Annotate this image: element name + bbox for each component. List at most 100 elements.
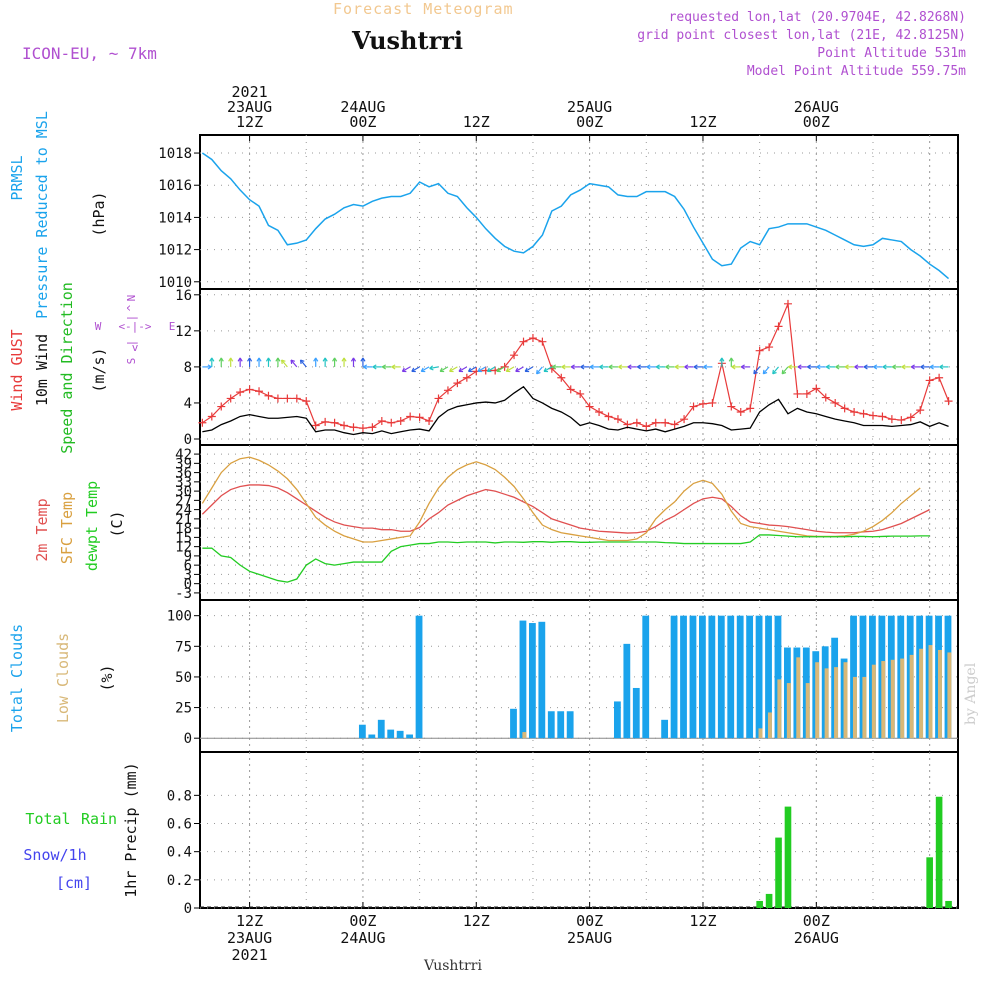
top-time-label: 12Z <box>236 113 263 131</box>
bottom-time-label: 23AUG <box>227 929 272 947</box>
gust-marker <box>264 391 273 400</box>
wind-arrow-head <box>731 364 736 370</box>
gust-marker <box>462 373 471 382</box>
y-tick-label: 12 <box>175 324 192 340</box>
total-cloud-bar <box>717 615 725 739</box>
low-cloud-bar <box>777 679 782 739</box>
wind-direction-arrow <box>420 366 430 372</box>
wind-arrow-head <box>524 367 530 373</box>
wind-arrow-head <box>322 357 328 362</box>
top-time-label: 12Z <box>689 113 716 131</box>
bottom-time-label: 12Z <box>236 912 263 930</box>
wind-arrow-head <box>265 357 272 362</box>
y-tick-label: 39 <box>175 456 192 472</box>
gust-marker <box>727 402 736 411</box>
wind-arrow-head <box>599 364 604 370</box>
gust-marker <box>349 423 358 432</box>
total-cloud-bar <box>377 719 385 739</box>
wind-arrow-head <box>218 357 224 362</box>
wind-arrow-head <box>892 364 897 370</box>
total-cloud-bar <box>736 615 744 739</box>
model-label: ICON-EU, ~ 7km <box>22 44 157 63</box>
total-clouds-label: Total Clouds <box>8 624 26 732</box>
gust-marker <box>831 398 840 407</box>
total-cloud-bar <box>396 730 404 739</box>
precip-snow-unit: [cm] <box>56 874 92 892</box>
wind-arrow-head <box>740 364 745 370</box>
requested-location: requested lon,lat (20.9704E, 42.8268N) <box>668 10 966 25</box>
footer-location: Vushtrri <box>424 958 482 974</box>
wind-direction-arrow <box>439 366 449 372</box>
wind-direction-arrow <box>402 366 411 372</box>
gust-marker <box>585 402 594 411</box>
gust-marker <box>793 389 802 398</box>
gust-marker <box>236 388 245 397</box>
total-cloud-bar <box>850 615 857 739</box>
y-tick-label: 42 <box>175 447 192 463</box>
y-tick-label: 0.6 <box>167 817 192 833</box>
low-cloud-bar <box>900 658 905 739</box>
gust-marker <box>651 418 660 427</box>
wind-direction-arrow <box>505 366 515 372</box>
gust-marker <box>557 373 566 382</box>
model-altitude: Model Point Altitude 559.75m <box>746 64 966 79</box>
low-cloud-bar <box>796 657 801 739</box>
wind-arrow-head <box>816 364 821 370</box>
y-tick-label: 33 <box>175 475 192 491</box>
panel-wind: 0 4 8 12 16 <box>175 288 959 448</box>
bottom-time-label: 00Z <box>576 912 603 930</box>
gust-marker <box>935 373 944 382</box>
gust-marker <box>358 424 367 433</box>
wind-arrow-head <box>882 364 887 370</box>
bottom-time-label: 00Z <box>803 912 830 930</box>
total-cloud-bar <box>661 719 669 739</box>
wind-arrow-head <box>237 357 243 362</box>
total-cloud-bar <box>765 615 772 739</box>
wind-arrow-head <box>844 364 849 370</box>
wind-arrow-head <box>543 367 549 373</box>
wind-arrow-head <box>280 359 286 365</box>
gust-marker <box>198 418 207 427</box>
bottom-time-label: 25AUG <box>567 929 612 947</box>
top-time-label: 26AUG <box>794 98 839 116</box>
key-s: S <box>125 358 138 365</box>
gust-marker <box>783 299 792 308</box>
wind-arrow-head <box>762 369 768 375</box>
gust-marker <box>340 421 349 430</box>
y-tick-label: 3 <box>184 567 192 583</box>
wind-arrow-head <box>299 359 305 365</box>
top-time-label: 2021 <box>232 83 268 101</box>
low-cloud-bar <box>947 652 952 739</box>
total-cloud-bar <box>746 615 754 739</box>
wind-arrow-head <box>684 364 689 370</box>
top-time-label: 00Z <box>576 113 603 131</box>
total-cloud-bar <box>708 615 716 739</box>
wind-direction-arrow <box>487 366 496 372</box>
wind-arrow-head <box>646 364 651 370</box>
total-cloud-bar <box>623 643 631 739</box>
wind-arrow-head <box>854 364 859 370</box>
total-cloud-bar <box>680 615 687 739</box>
low-clouds-label: Low Clouds <box>54 633 72 723</box>
gust-marker <box>642 422 651 431</box>
wind-arrow-head <box>391 364 396 370</box>
wind-arrow-head <box>807 364 812 370</box>
wind-arrow-head <box>228 357 234 362</box>
panel-frame <box>199 751 959 909</box>
gust-marker <box>944 397 953 406</box>
wind-arrow-head <box>458 367 464 373</box>
wind-direction-arrow <box>411 366 420 372</box>
gust-marker <box>368 423 377 432</box>
gust-marker <box>887 415 896 424</box>
gust-marker <box>661 418 670 427</box>
gust-marker <box>859 409 868 418</box>
wind-arrow-head <box>341 357 347 362</box>
pressure-label-msl: Pressure Reduced to MSL <box>33 111 51 319</box>
wind-direction-arrow <box>449 366 458 372</box>
gust-marker <box>330 418 339 427</box>
gust-marker <box>632 418 641 427</box>
gust-marker <box>321 417 330 426</box>
temp-line-1 <box>201 456 921 543</box>
low-cloud-bar <box>919 648 924 739</box>
gust-marker <box>292 394 301 403</box>
